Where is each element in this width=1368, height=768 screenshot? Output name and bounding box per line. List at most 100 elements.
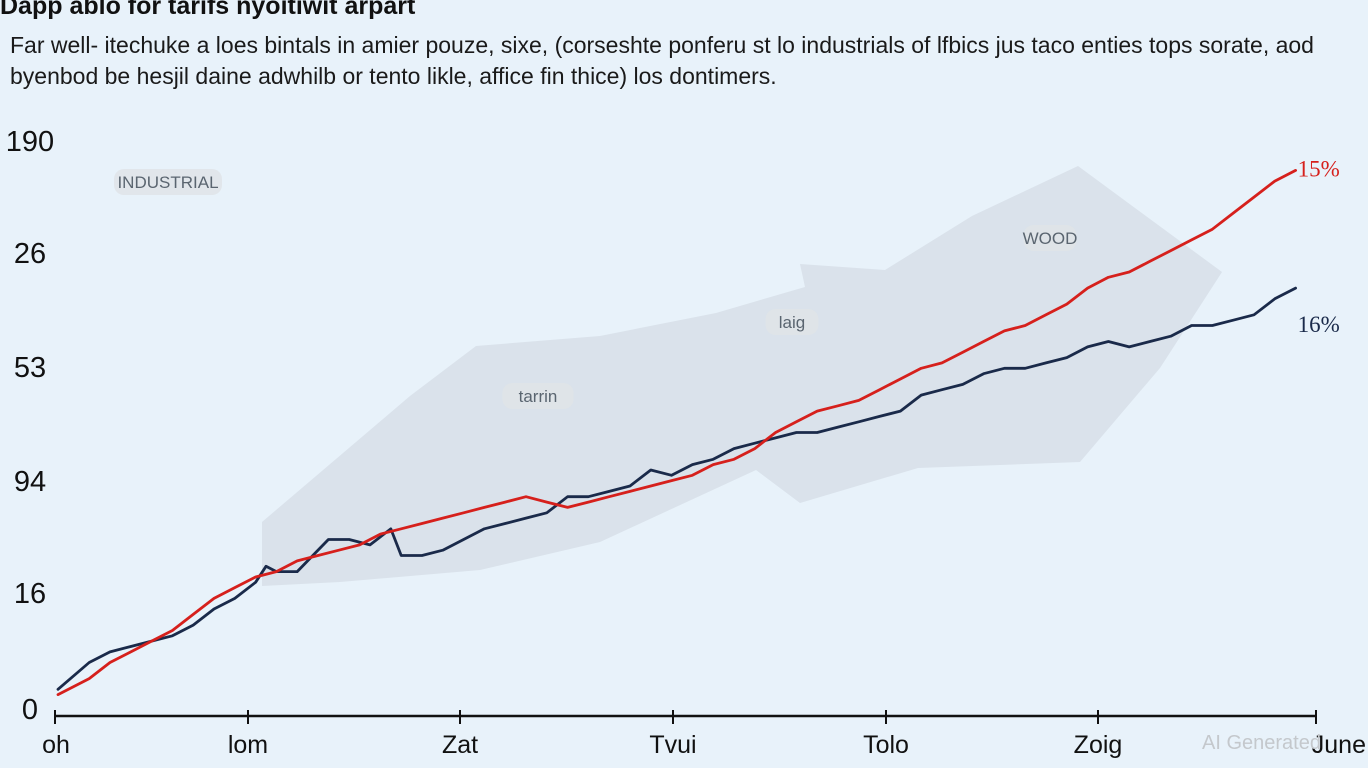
data-point [733,458,735,461]
data-point [88,677,91,680]
data-point [795,431,798,434]
data-point [629,485,631,487]
data-point [421,522,423,525]
data-point [233,597,236,600]
data-point [171,634,174,637]
data-point [1024,367,1027,370]
data-point [379,533,382,535]
data-point [254,581,257,584]
data-point [275,570,278,573]
data-point [1253,313,1255,316]
data-point [317,554,319,557]
x-tick-label: Tolo [863,731,909,759]
series-end-label: 15% [1298,156,1340,181]
data-point [1232,212,1235,215]
data-point [421,554,423,557]
data-point [961,383,964,386]
y-tick-label: 94 [14,466,46,498]
data-point [1190,239,1193,241]
x-tick-label: lom [228,731,268,759]
band-label-pill [1023,225,1077,251]
data-point [1294,287,1297,289]
data-point [306,560,309,562]
data-point [816,410,819,412]
data-point [941,362,943,364]
series-end-label: 16% [1298,312,1340,337]
data-point [57,688,59,691]
data-point [1169,335,1172,338]
chart-title: Dapp ablo for tarifs nyoitiwit arpart [0,0,416,20]
data-point [982,372,985,375]
data-point [337,549,340,552]
data-point [88,661,91,664]
watermark: AI Generated [1202,732,1321,754]
data-point [525,495,527,498]
band-label-pill [114,169,222,195]
data-point [1149,340,1151,343]
band-label-pill [502,383,574,409]
data-point [1211,228,1214,231]
data-point [545,511,548,514]
y-tick-label: 190 [6,126,54,158]
band-label: WOOD [1023,229,1078,248]
data-point [878,388,881,391]
x-tick-label: Tvui [649,731,696,759]
band-labels: INDUSTRIAL WOOD laig tarrin [114,169,1077,409]
data-point [670,474,673,477]
data-point [712,463,715,466]
band-label: laig [779,313,805,332]
data-point [171,629,174,632]
data-point [649,485,652,487]
data-point [920,367,923,370]
y-tick-label: 16 [14,578,46,610]
data-point [213,608,215,610]
data-point [712,458,715,461]
data-point [774,431,777,434]
data-point [109,651,111,653]
data-point [150,640,153,642]
x-tick-label: June [1312,731,1366,759]
data-point [213,597,215,600]
data-point [1003,367,1006,370]
data-point [1169,249,1172,252]
data-point [733,447,735,450]
data-point [941,388,943,391]
data-point [878,415,881,418]
data-point [857,420,860,423]
data-point [899,378,902,380]
data-point [837,426,839,428]
data-point [1273,180,1276,183]
data-point [441,517,444,519]
data-point [1128,271,1131,273]
data-point [753,447,756,450]
data-point [608,495,611,498]
data-point [1086,346,1089,348]
data-point [920,394,923,396]
data-point [774,437,777,439]
data-point [608,490,611,493]
series-layer [56,168,1297,696]
data-point [816,431,819,434]
x-tick-label: Zat [442,731,478,759]
x-tick-label: oh [42,731,70,759]
data-point [348,538,351,541]
data-point [1065,356,1068,359]
series-line-0 [56,286,1297,691]
data-point [441,549,444,552]
data-point [192,613,195,616]
data-point [358,544,361,546]
data-point [1149,260,1151,263]
data-point [691,463,694,466]
data-point [982,340,985,343]
data-point [369,544,371,546]
end-labels: 16% 15% [1298,156,1340,337]
data-point [254,576,257,578]
data-point [795,420,798,423]
data-point [1294,169,1297,172]
data-point [327,538,330,541]
chart-subtitle: Far well- itechuke a loes bintals in ami… [10,32,1314,89]
y-tick-label: 0 [22,694,38,726]
data-point [296,570,299,573]
data-point [857,399,860,402]
data-point [129,645,132,648]
